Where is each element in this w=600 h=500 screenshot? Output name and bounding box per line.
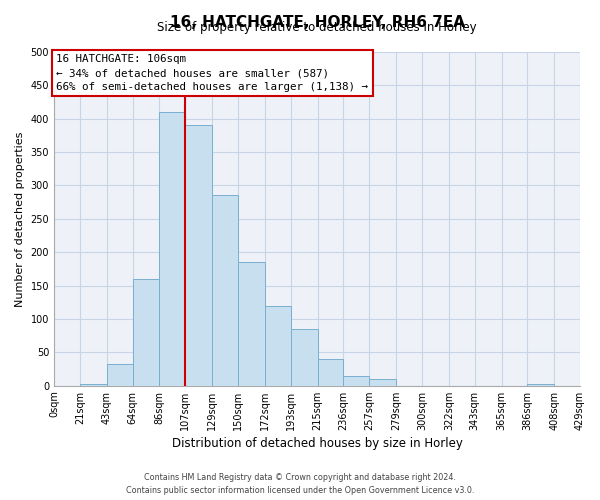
Text: Contains HM Land Registry data © Crown copyright and database right 2024.
Contai: Contains HM Land Registry data © Crown c… bbox=[126, 474, 474, 495]
Bar bbox=[317, 359, 343, 386]
Y-axis label: Number of detached properties: Number of detached properties bbox=[15, 131, 25, 306]
Bar bbox=[212, 196, 238, 386]
Bar bbox=[160, 112, 185, 386]
Bar bbox=[265, 306, 290, 386]
Text: 16 HATCHGATE: 106sqm
← 34% of detached houses are smaller (587)
66% of semi-deta: 16 HATCHGATE: 106sqm ← 34% of detached h… bbox=[56, 54, 368, 92]
Bar bbox=[107, 364, 133, 386]
Bar bbox=[290, 329, 317, 386]
Bar bbox=[238, 262, 265, 386]
X-axis label: Distribution of detached houses by size in Horley: Distribution of detached houses by size … bbox=[172, 437, 463, 450]
Bar bbox=[185, 126, 212, 386]
Bar bbox=[527, 384, 554, 386]
Bar bbox=[133, 279, 160, 386]
Title: 16, HATCHGATE, HORLEY, RH6 7EA: 16, HATCHGATE, HORLEY, RH6 7EA bbox=[170, 15, 464, 30]
Bar bbox=[80, 384, 107, 386]
Bar bbox=[343, 376, 369, 386]
Text: Size of property relative to detached houses in Horley: Size of property relative to detached ho… bbox=[157, 20, 477, 34]
Bar bbox=[369, 379, 396, 386]
